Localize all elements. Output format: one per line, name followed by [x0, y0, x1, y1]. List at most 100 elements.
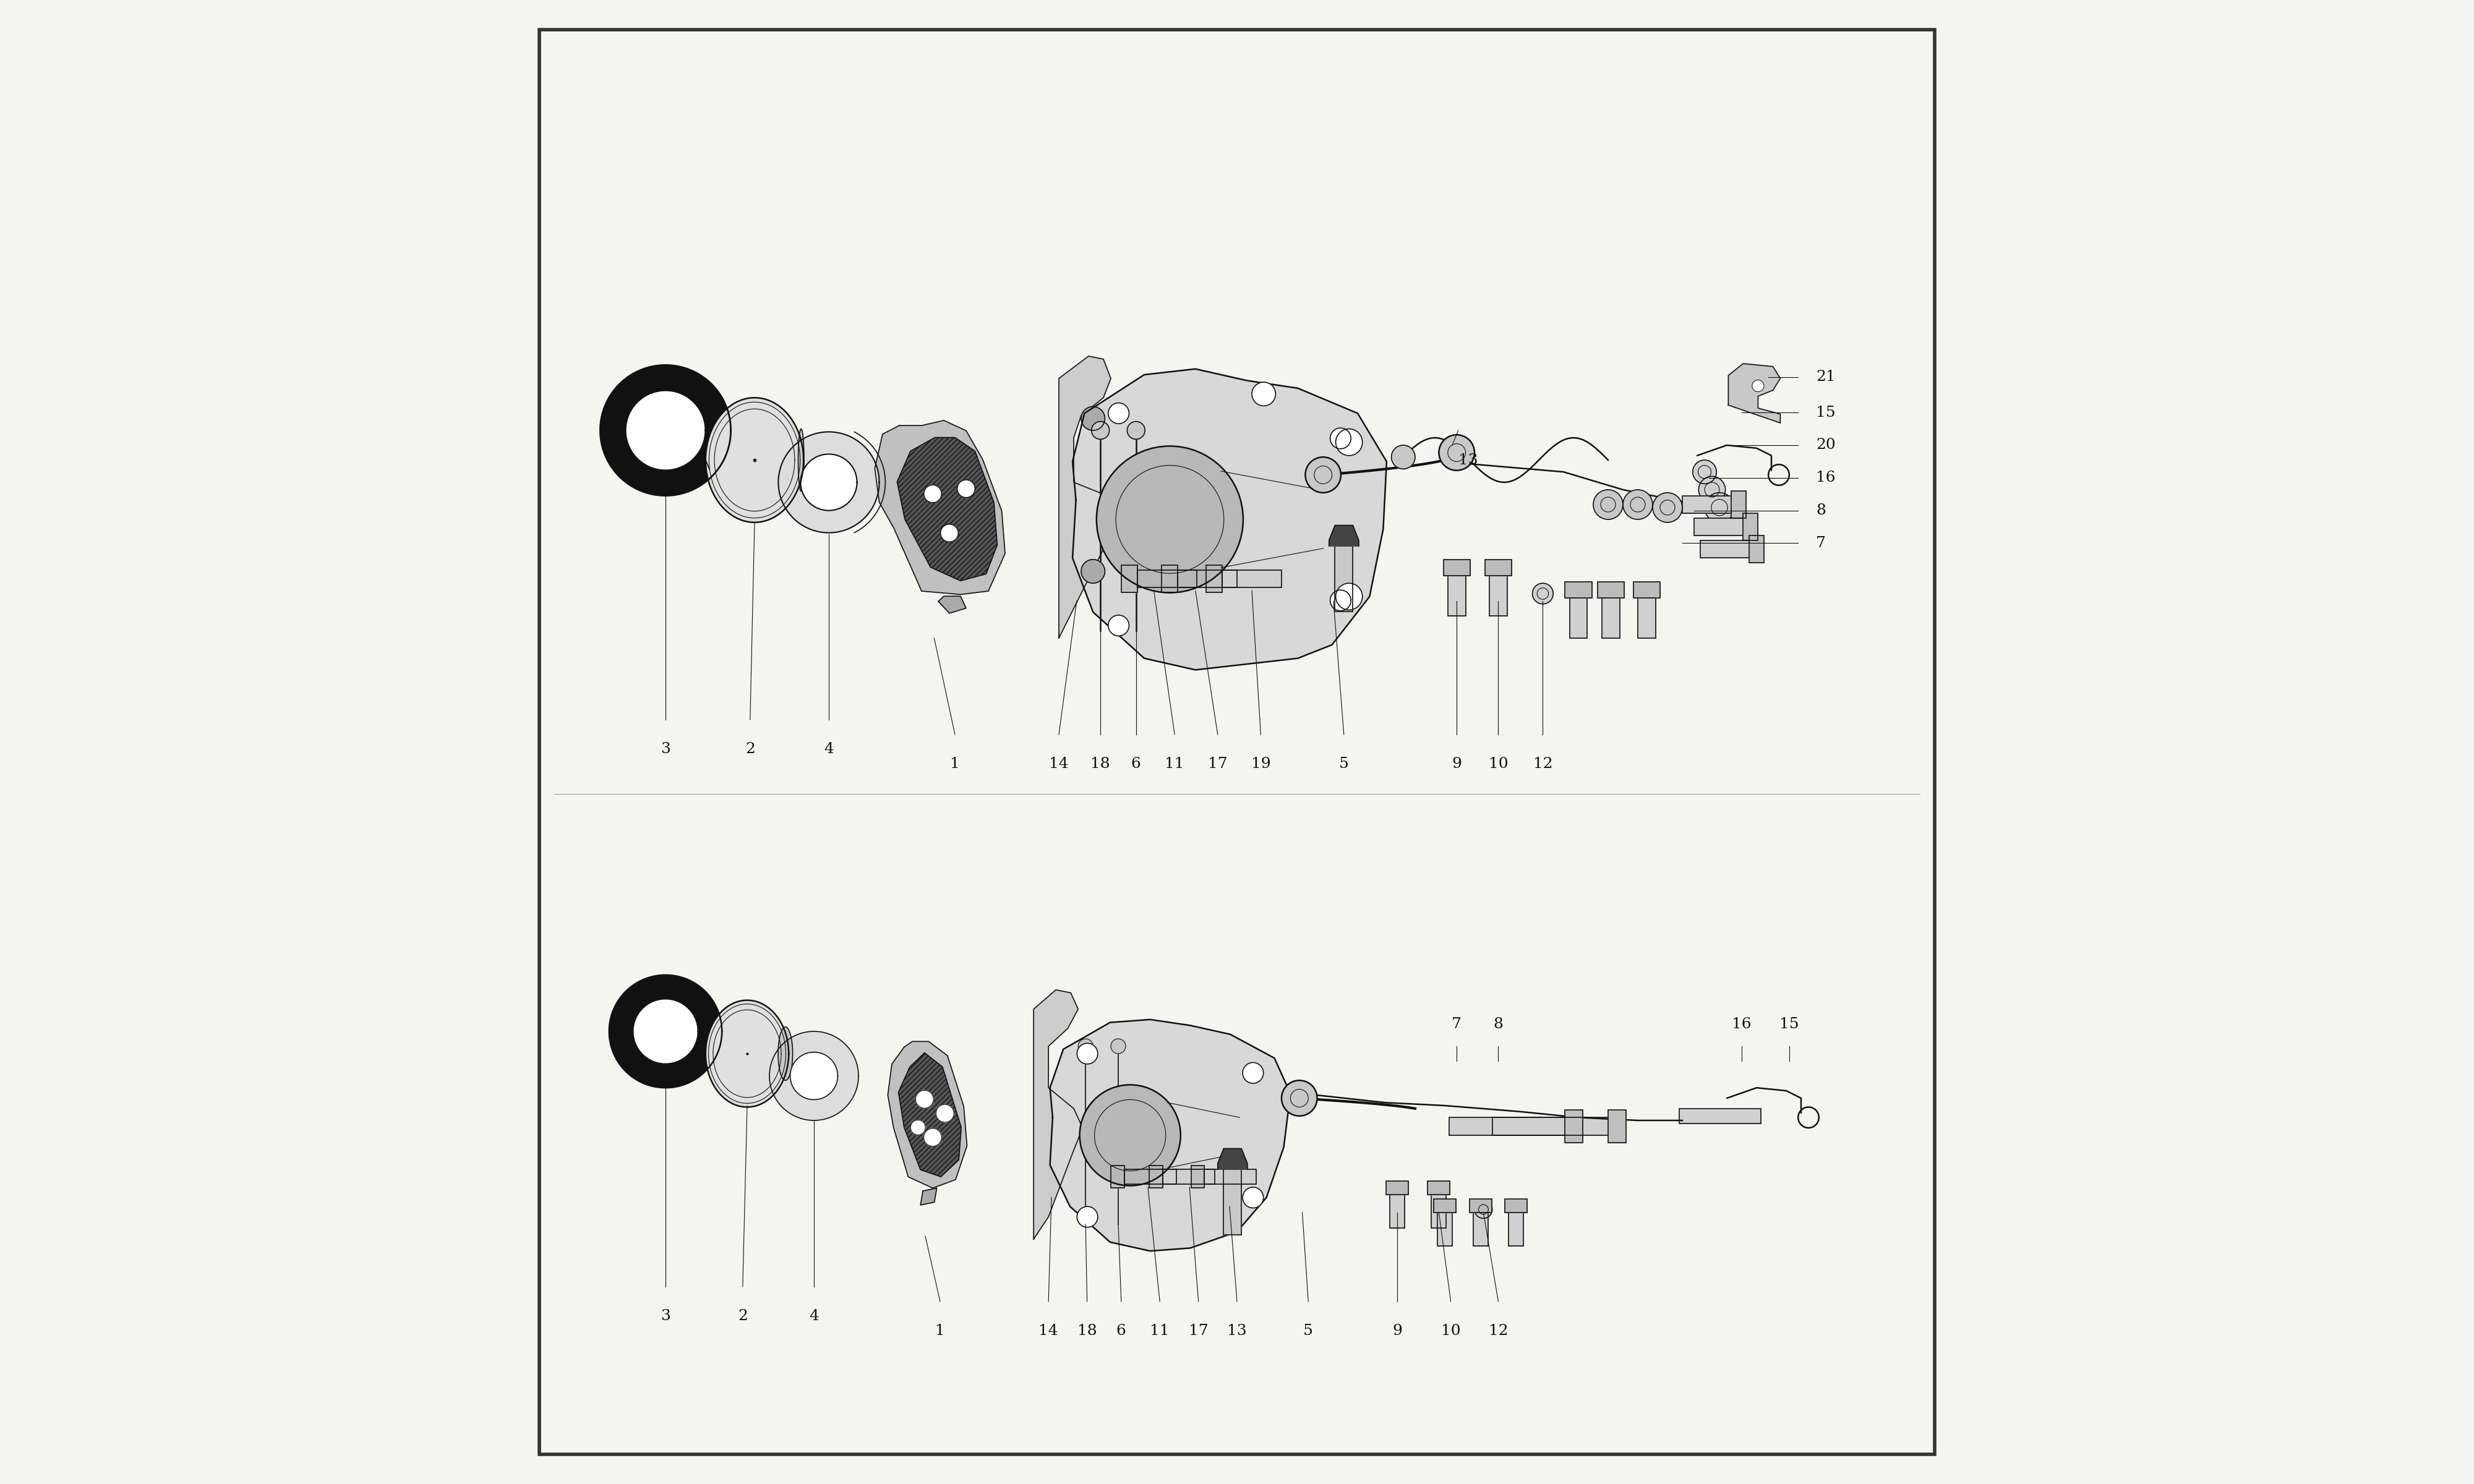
Text: 5: 5 [1338, 757, 1348, 772]
Text: 6: 6 [1116, 1324, 1126, 1339]
Circle shape [1331, 427, 1351, 448]
Circle shape [915, 1091, 933, 1109]
Bar [1633, 582, 1660, 598]
Circle shape [1390, 445, 1415, 469]
Circle shape [923, 485, 943, 503]
Bar [1732, 491, 1747, 518]
Bar [1695, 518, 1747, 536]
Bar [1749, 536, 1764, 562]
Text: 21: 21 [1816, 370, 1836, 384]
Circle shape [1079, 1085, 1180, 1186]
Bar [1695, 518, 1747, 536]
Bar [1509, 1208, 1524, 1247]
Bar [1150, 1166, 1163, 1187]
Polygon shape [1074, 370, 1385, 669]
Circle shape [1242, 1063, 1264, 1083]
Bar [1450, 1117, 1569, 1135]
Bar [1427, 1181, 1450, 1195]
Text: 15: 15 [1779, 1017, 1799, 1031]
Polygon shape [920, 1189, 938, 1205]
Bar [1121, 565, 1138, 592]
Text: 12: 12 [1489, 1324, 1509, 1339]
Bar [1163, 1169, 1215, 1184]
Circle shape [957, 479, 975, 497]
Bar [1385, 1181, 1408, 1195]
Text: 2: 2 [745, 742, 755, 757]
Text: 3: 3 [661, 1309, 670, 1324]
Circle shape [1692, 460, 1717, 484]
Polygon shape [1329, 525, 1358, 546]
Bar [1138, 570, 1197, 588]
Polygon shape [769, 1031, 858, 1120]
Bar [1566, 582, 1591, 598]
Bar [1470, 1199, 1492, 1212]
Ellipse shape [799, 429, 804, 491]
Bar [1178, 570, 1237, 588]
Bar [1336, 546, 1353, 611]
Bar [1744, 513, 1759, 540]
Polygon shape [898, 438, 997, 580]
Circle shape [1252, 381, 1277, 405]
Circle shape [1336, 429, 1363, 456]
Circle shape [1079, 1039, 1094, 1054]
Bar [1569, 594, 1588, 638]
Bar [1437, 1208, 1452, 1247]
Bar [1749, 536, 1764, 562]
Bar [1470, 1199, 1492, 1212]
Polygon shape [876, 420, 1004, 595]
Text: 8: 8 [1494, 1017, 1504, 1031]
Circle shape [1128, 421, 1145, 439]
Circle shape [1752, 380, 1764, 392]
Circle shape [1111, 1039, 1126, 1054]
Bar [1207, 565, 1222, 592]
Bar [1732, 491, 1747, 518]
Circle shape [1440, 435, 1475, 470]
Polygon shape [1049, 1020, 1291, 1251]
Bar [1682, 496, 1734, 513]
Polygon shape [601, 365, 730, 496]
Bar [1163, 1169, 1215, 1184]
Bar [1225, 1169, 1242, 1235]
Circle shape [940, 524, 957, 542]
Text: 19: 19 [1252, 757, 1272, 772]
Bar [1492, 1117, 1611, 1135]
Text: 7: 7 [1816, 536, 1826, 551]
Bar [1566, 1110, 1583, 1143]
Bar [1744, 513, 1759, 540]
Bar [1390, 1190, 1405, 1229]
Circle shape [935, 1104, 955, 1122]
Bar [1123, 1169, 1175, 1184]
Bar [1504, 1199, 1526, 1212]
Circle shape [1653, 493, 1682, 522]
Circle shape [1096, 447, 1242, 592]
Polygon shape [633, 999, 698, 1064]
Bar [1163, 565, 1178, 592]
Polygon shape [898, 1052, 962, 1177]
Text: 12: 12 [1534, 757, 1554, 772]
Bar [1150, 1166, 1163, 1187]
Text: 1: 1 [950, 757, 960, 772]
Bar [1682, 496, 1734, 513]
Bar [1225, 1169, 1242, 1235]
Bar [1492, 1117, 1611, 1135]
Text: 13: 13 [1227, 1324, 1247, 1339]
Bar [1447, 571, 1465, 616]
Polygon shape [1034, 990, 1084, 1239]
Text: 14: 14 [1039, 1324, 1059, 1339]
Bar [1509, 1208, 1524, 1247]
Text: 16: 16 [1816, 470, 1836, 485]
Text: 7: 7 [1452, 1017, 1462, 1031]
Polygon shape [779, 432, 878, 533]
Bar [1603, 594, 1620, 638]
Bar [1437, 1208, 1452, 1247]
Bar [1680, 1109, 1761, 1123]
Circle shape [1108, 402, 1128, 423]
Text: 14: 14 [1049, 757, 1069, 772]
Polygon shape [705, 398, 804, 522]
Text: 18: 18 [1076, 1324, 1096, 1339]
Bar [1598, 582, 1625, 598]
Text: 2: 2 [737, 1309, 747, 1324]
Text: 9: 9 [1393, 1324, 1403, 1339]
Circle shape [1076, 1206, 1098, 1227]
Bar [1442, 559, 1470, 576]
